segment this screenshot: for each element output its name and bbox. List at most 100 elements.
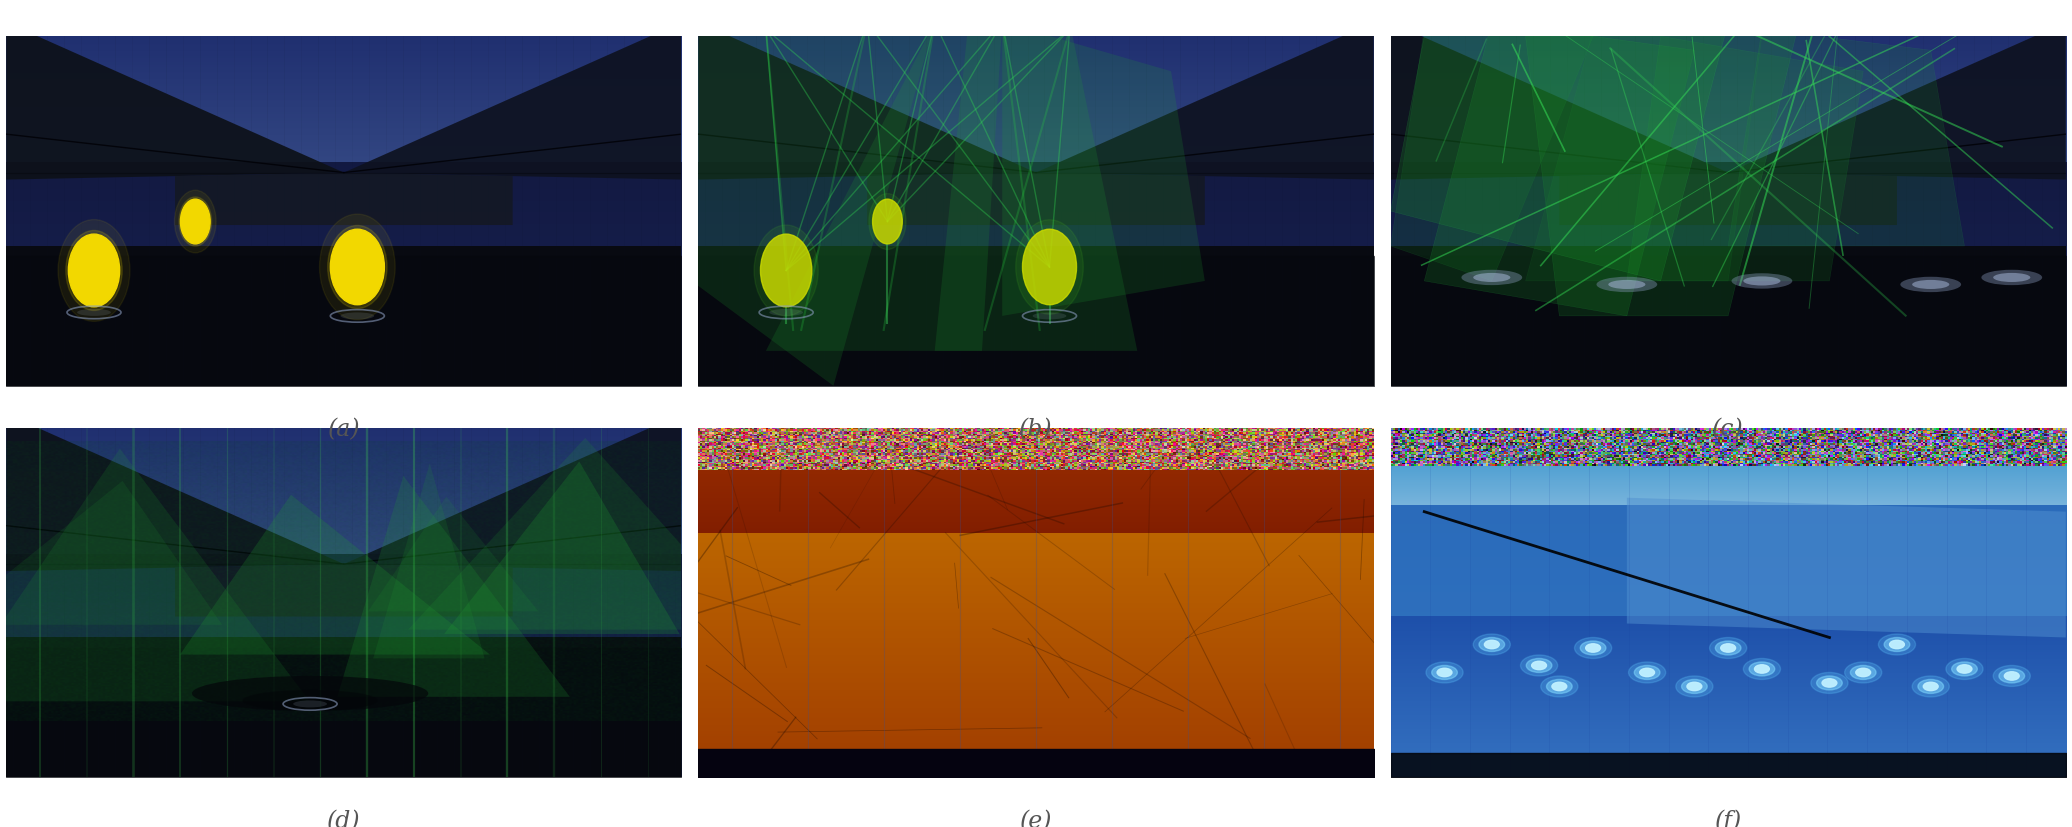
Ellipse shape bbox=[1527, 658, 1552, 672]
Ellipse shape bbox=[1473, 274, 1510, 283]
Ellipse shape bbox=[1952, 662, 1977, 676]
Ellipse shape bbox=[1546, 680, 1573, 694]
Polygon shape bbox=[6, 414, 344, 777]
Polygon shape bbox=[1390, 246, 2066, 386]
Polygon shape bbox=[868, 174, 1204, 226]
Polygon shape bbox=[1036, 23, 1374, 386]
Ellipse shape bbox=[180, 200, 209, 245]
Polygon shape bbox=[6, 246, 682, 386]
Ellipse shape bbox=[1484, 641, 1500, 649]
Polygon shape bbox=[1560, 174, 1898, 226]
Polygon shape bbox=[6, 638, 682, 777]
Text: (c): (c) bbox=[1711, 418, 1745, 441]
Ellipse shape bbox=[1639, 668, 1656, 676]
Ellipse shape bbox=[1015, 221, 1084, 315]
Polygon shape bbox=[443, 462, 680, 634]
Polygon shape bbox=[373, 464, 485, 658]
Ellipse shape bbox=[1716, 641, 1740, 655]
Polygon shape bbox=[698, 246, 1374, 386]
Polygon shape bbox=[344, 414, 682, 777]
Polygon shape bbox=[344, 23, 682, 386]
Ellipse shape bbox=[1608, 280, 1645, 289]
Ellipse shape bbox=[1743, 277, 1780, 286]
Ellipse shape bbox=[1438, 668, 1452, 676]
Ellipse shape bbox=[1032, 313, 1067, 320]
Ellipse shape bbox=[1021, 230, 1077, 305]
Polygon shape bbox=[0, 449, 309, 701]
Polygon shape bbox=[1390, 23, 1728, 282]
Ellipse shape bbox=[1473, 634, 1510, 655]
Ellipse shape bbox=[1461, 270, 1523, 286]
Ellipse shape bbox=[1857, 668, 1871, 676]
Ellipse shape bbox=[1850, 666, 1875, 680]
Ellipse shape bbox=[760, 235, 812, 308]
Polygon shape bbox=[1390, 31, 1593, 282]
Ellipse shape bbox=[242, 690, 377, 711]
Polygon shape bbox=[180, 495, 489, 655]
Polygon shape bbox=[1390, 23, 1728, 386]
Text: (f): (f) bbox=[1714, 809, 1743, 827]
Ellipse shape bbox=[1900, 277, 1960, 293]
Ellipse shape bbox=[1993, 274, 2031, 283]
Ellipse shape bbox=[1817, 676, 1842, 690]
Ellipse shape bbox=[1432, 666, 1457, 680]
Ellipse shape bbox=[1575, 638, 1612, 658]
Ellipse shape bbox=[1709, 638, 1747, 658]
Polygon shape bbox=[1627, 498, 2066, 638]
Ellipse shape bbox=[1755, 665, 1769, 673]
Ellipse shape bbox=[769, 309, 804, 317]
Ellipse shape bbox=[1585, 644, 1600, 653]
Ellipse shape bbox=[294, 700, 327, 708]
Ellipse shape bbox=[872, 200, 901, 245]
Ellipse shape bbox=[193, 676, 429, 711]
Polygon shape bbox=[6, 23, 344, 386]
Text: (b): (b) bbox=[1019, 418, 1053, 441]
Polygon shape bbox=[1728, 31, 1964, 246]
Polygon shape bbox=[369, 497, 539, 612]
Ellipse shape bbox=[1581, 641, 1606, 655]
Polygon shape bbox=[174, 564, 512, 617]
Ellipse shape bbox=[1958, 665, 1973, 673]
Text: (e): (e) bbox=[1019, 809, 1053, 827]
Polygon shape bbox=[1525, 31, 1761, 282]
Ellipse shape bbox=[1999, 669, 2024, 683]
Ellipse shape bbox=[1732, 274, 1792, 289]
Ellipse shape bbox=[1811, 672, 1848, 694]
Ellipse shape bbox=[319, 215, 396, 320]
Ellipse shape bbox=[1946, 658, 1983, 680]
Ellipse shape bbox=[1426, 662, 1463, 683]
Ellipse shape bbox=[1923, 682, 1937, 691]
Ellipse shape bbox=[174, 191, 215, 254]
Polygon shape bbox=[0, 481, 222, 625]
Ellipse shape bbox=[1993, 666, 2031, 686]
Text: (a): (a) bbox=[327, 418, 361, 441]
Ellipse shape bbox=[1687, 682, 1701, 691]
Ellipse shape bbox=[1743, 658, 1780, 680]
Polygon shape bbox=[408, 438, 758, 630]
Ellipse shape bbox=[1720, 644, 1736, 653]
Polygon shape bbox=[1627, 37, 1863, 282]
Polygon shape bbox=[934, 23, 1138, 351]
Ellipse shape bbox=[1635, 666, 1660, 680]
Ellipse shape bbox=[1552, 682, 1566, 691]
Ellipse shape bbox=[1919, 680, 1944, 694]
Ellipse shape bbox=[58, 220, 131, 322]
Ellipse shape bbox=[1844, 662, 1881, 683]
Ellipse shape bbox=[327, 226, 387, 309]
Ellipse shape bbox=[1912, 280, 1950, 289]
Ellipse shape bbox=[1595, 277, 1658, 293]
Ellipse shape bbox=[754, 226, 818, 317]
Polygon shape bbox=[767, 23, 1003, 351]
Ellipse shape bbox=[329, 230, 385, 305]
Ellipse shape bbox=[2004, 672, 2020, 681]
Ellipse shape bbox=[868, 194, 905, 251]
Ellipse shape bbox=[66, 232, 122, 311]
Ellipse shape bbox=[1629, 662, 1666, 683]
Ellipse shape bbox=[1542, 676, 1579, 697]
Ellipse shape bbox=[1521, 655, 1558, 676]
Polygon shape bbox=[338, 476, 570, 697]
Polygon shape bbox=[174, 174, 512, 226]
Ellipse shape bbox=[1981, 270, 2043, 286]
Ellipse shape bbox=[178, 198, 211, 246]
Ellipse shape bbox=[1912, 676, 1950, 697]
